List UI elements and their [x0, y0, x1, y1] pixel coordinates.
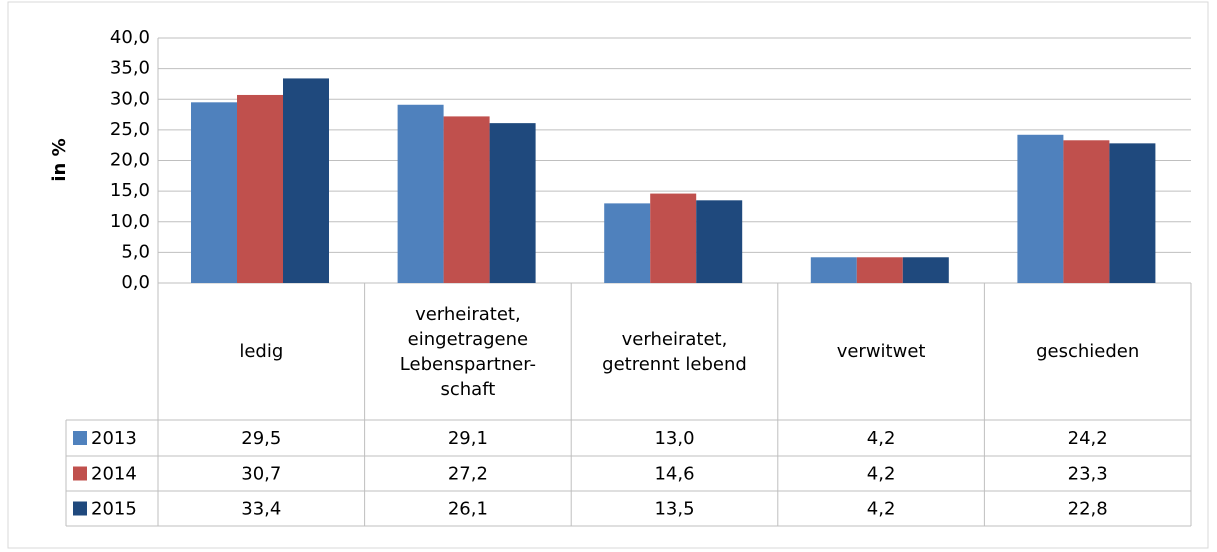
bar: [397, 104, 444, 283]
table-value: 22,8: [1068, 499, 1108, 520]
bar: [856, 257, 903, 283]
legend-swatch: [73, 501, 87, 516]
bar: [650, 193, 697, 283]
x-tick-label-box: verheiratet, getrennt lebend: [602, 328, 747, 375]
bar: [489, 123, 536, 283]
x-tick-label-box: verwitwet: [836, 341, 926, 362]
table-value: 30,7: [241, 464, 281, 485]
bar: [191, 102, 237, 283]
bar: [604, 203, 651, 283]
x-tick-label-box: ledig: [239, 341, 284, 362]
y-tick-label: 10,0: [110, 211, 150, 232]
table-value: 23,3: [1068, 464, 1108, 485]
legend-swatch: [73, 466, 87, 481]
x-tick-label: verheiratet, getrennt lebend: [602, 328, 747, 375]
y-tick-label: 20,0: [110, 150, 150, 171]
x-tick-label: ledig: [239, 341, 284, 362]
table-value: 29,5: [241, 428, 281, 449]
legend-label: 2013: [91, 428, 137, 449]
table-value: 24,2: [1068, 428, 1108, 449]
bar: [696, 200, 743, 283]
legend-label: 2015: [91, 499, 137, 520]
x-tick-label: verheiratet, eingetragene Lebenspartner-…: [399, 303, 536, 400]
x-tick-label: verwitwet: [836, 341, 926, 362]
table-value: 13,0: [654, 428, 694, 449]
x-tick-label: geschieden: [1036, 341, 1140, 362]
bar: [810, 257, 857, 283]
x-tick-label-box: verheiratet, eingetragene Lebenspartner-…: [399, 303, 536, 400]
y-axis-label: in %: [49, 138, 70, 181]
table-value: 29,1: [448, 428, 488, 449]
y-tick-label: 25,0: [110, 119, 150, 140]
y-tick-label: 0,0: [121, 272, 150, 293]
table-value: 14,6: [654, 464, 694, 485]
x-tick-label-box: geschieden: [1036, 341, 1140, 362]
y-tick-label: 30,0: [110, 88, 150, 109]
bar: [283, 78, 329, 283]
bar: [237, 94, 283, 284]
bar: [443, 116, 490, 284]
y-tick-label: 40,0: [110, 27, 150, 48]
bar: [1063, 140, 1110, 283]
table-value: 4,2: [867, 464, 896, 485]
bar: [1109, 143, 1156, 283]
y-tick-label: 15,0: [110, 180, 150, 201]
table-value: 27,2: [448, 464, 488, 485]
table-value: 33,4: [241, 499, 281, 520]
y-tick-label: 35,0: [110, 58, 150, 79]
table-value: 26,1: [448, 499, 488, 520]
y-tick-label: 5,0: [121, 241, 150, 262]
table-value: 4,2: [867, 428, 896, 449]
table-value: 4,2: [867, 499, 896, 520]
table-value: 13,5: [654, 499, 694, 520]
legend-swatch: [73, 431, 87, 445]
bar: [1017, 134, 1064, 283]
bar: [902, 257, 949, 283]
legend-label: 2014: [91, 464, 137, 485]
